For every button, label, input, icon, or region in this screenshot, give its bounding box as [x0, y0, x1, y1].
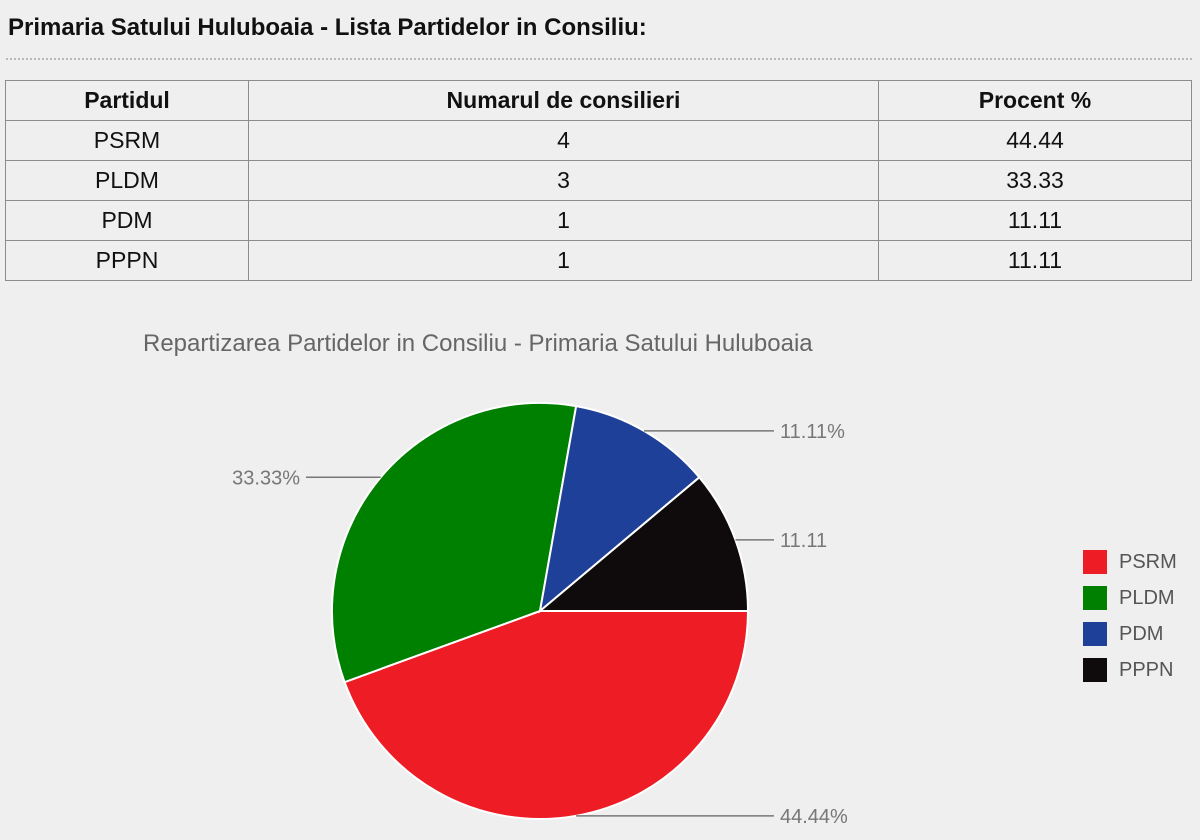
cell-party: PLDM — [5, 160, 249, 201]
header-party: Partidul — [5, 80, 249, 121]
table-header-row: Partidul Numarul de consilieri Procent % — [5, 80, 1192, 121]
pie-slice-pldm — [331, 402, 578, 684]
chart-title: Repartizarea Partidelor in Consiliu - Pr… — [143, 330, 813, 357]
pie-slice-pdm — [538, 405, 701, 614]
table-row: PLDM 3 33.33 — [5, 160, 1192, 201]
dotted-divider — [6, 58, 1192, 60]
legend-item-psrm: PSRM — [1083, 544, 1177, 580]
legend-label: PSRM — [1119, 550, 1177, 573]
cell-party: PSRM — [5, 120, 249, 161]
pie-slices — [331, 402, 750, 820]
legend-item-pldm: PLDM — [1083, 580, 1177, 616]
pie-chart: 44.44% 33.33% 11.11% 11.11 — [232, 402, 848, 828]
pie-slice-psrm — [343, 610, 750, 820]
pie-callouts: 44.44% 33.33% 11.11% 11.11 — [232, 421, 848, 828]
legend-label: PDM — [1119, 622, 1164, 645]
legend-swatch — [1083, 586, 1107, 610]
legend-label: PPPN — [1119, 658, 1174, 681]
pie-slice-pppn — [537, 475, 750, 612]
table-row: PSRM 4 44.44 — [5, 120, 1192, 161]
page-title: Primaria Satului Huluboaia - Lista Parti… — [8, 14, 647, 41]
chart-legend: PSRM PLDM PDM PPPN — [1083, 544, 1177, 688]
cell-party: PPPN — [5, 240, 249, 281]
legend-swatch — [1083, 622, 1107, 646]
data-label-pldm: 33.33% — [232, 467, 300, 489]
data-label-pppn: 11.11 — [780, 530, 827, 552]
cell-councilors: 3 — [248, 160, 879, 201]
cell-percent: 33.33 — [878, 160, 1192, 201]
table-row: PPPN 1 11.11 — [5, 240, 1192, 281]
header-percent: Procent % — [878, 80, 1192, 121]
legend-item-pppn: PPPN — [1083, 652, 1177, 688]
header-councilors: Numarul de consilieri — [248, 80, 879, 121]
cell-councilors: 1 — [248, 240, 879, 281]
cell-percent: 11.11 — [878, 240, 1192, 281]
cell-party: PDM — [5, 200, 249, 241]
legend-swatch — [1083, 658, 1107, 682]
legend-swatch — [1083, 550, 1107, 574]
cell-councilors: 1 — [248, 200, 879, 241]
data-label-pdm: 11.11% — [780, 421, 845, 443]
legend-item-pdm: PDM — [1083, 616, 1177, 652]
data-label-psrm: 44.44% — [780, 806, 848, 828]
cell-percent: 11.11 — [878, 200, 1192, 241]
party-table: Partidul Numarul de consilieri Procent %… — [5, 80, 1192, 281]
legend-label: PLDM — [1119, 586, 1175, 609]
table-row: PDM 1 11.11 — [5, 200, 1192, 241]
cell-councilors: 4 — [248, 120, 879, 161]
cell-percent: 44.44 — [878, 120, 1192, 161]
